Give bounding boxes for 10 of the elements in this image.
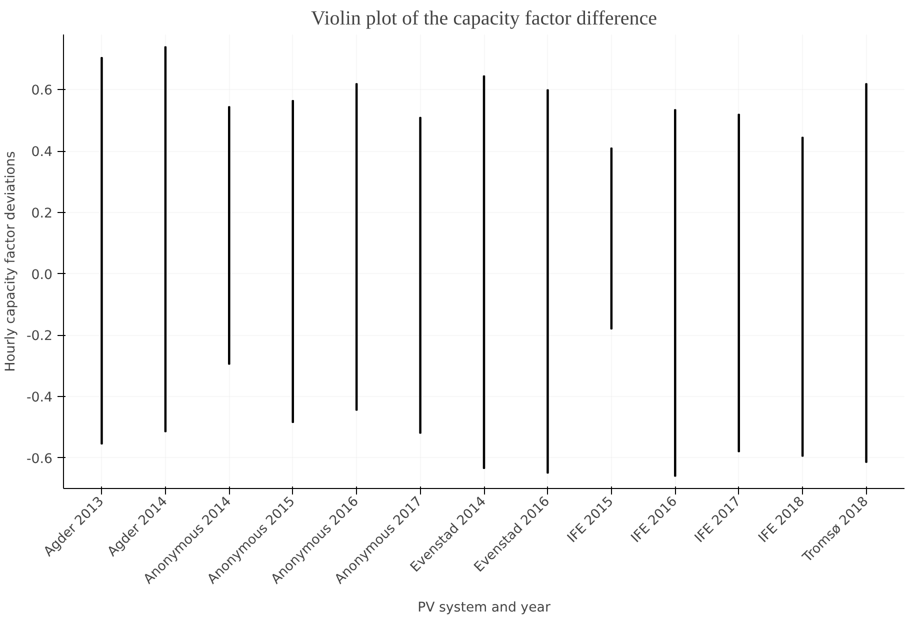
y-tick-label: -0.2 (26, 329, 53, 344)
x-axis-title: PV system and year (418, 600, 551, 616)
chart-title: Violin plot of the capacity factor difference (310, 8, 658, 30)
y-tick-label: 0.4 (31, 145, 53, 160)
y-tick-label: -0.6 (26, 452, 53, 467)
y-tick-label: 0.6 (31, 84, 53, 99)
y-tick-label: -0.4 (26, 390, 53, 406)
y-tick-label: 0.2 (31, 206, 53, 222)
y-axis-title: Hourly capacity factor deviations (3, 151, 18, 372)
y-tick-label: 0.0 (31, 268, 53, 283)
